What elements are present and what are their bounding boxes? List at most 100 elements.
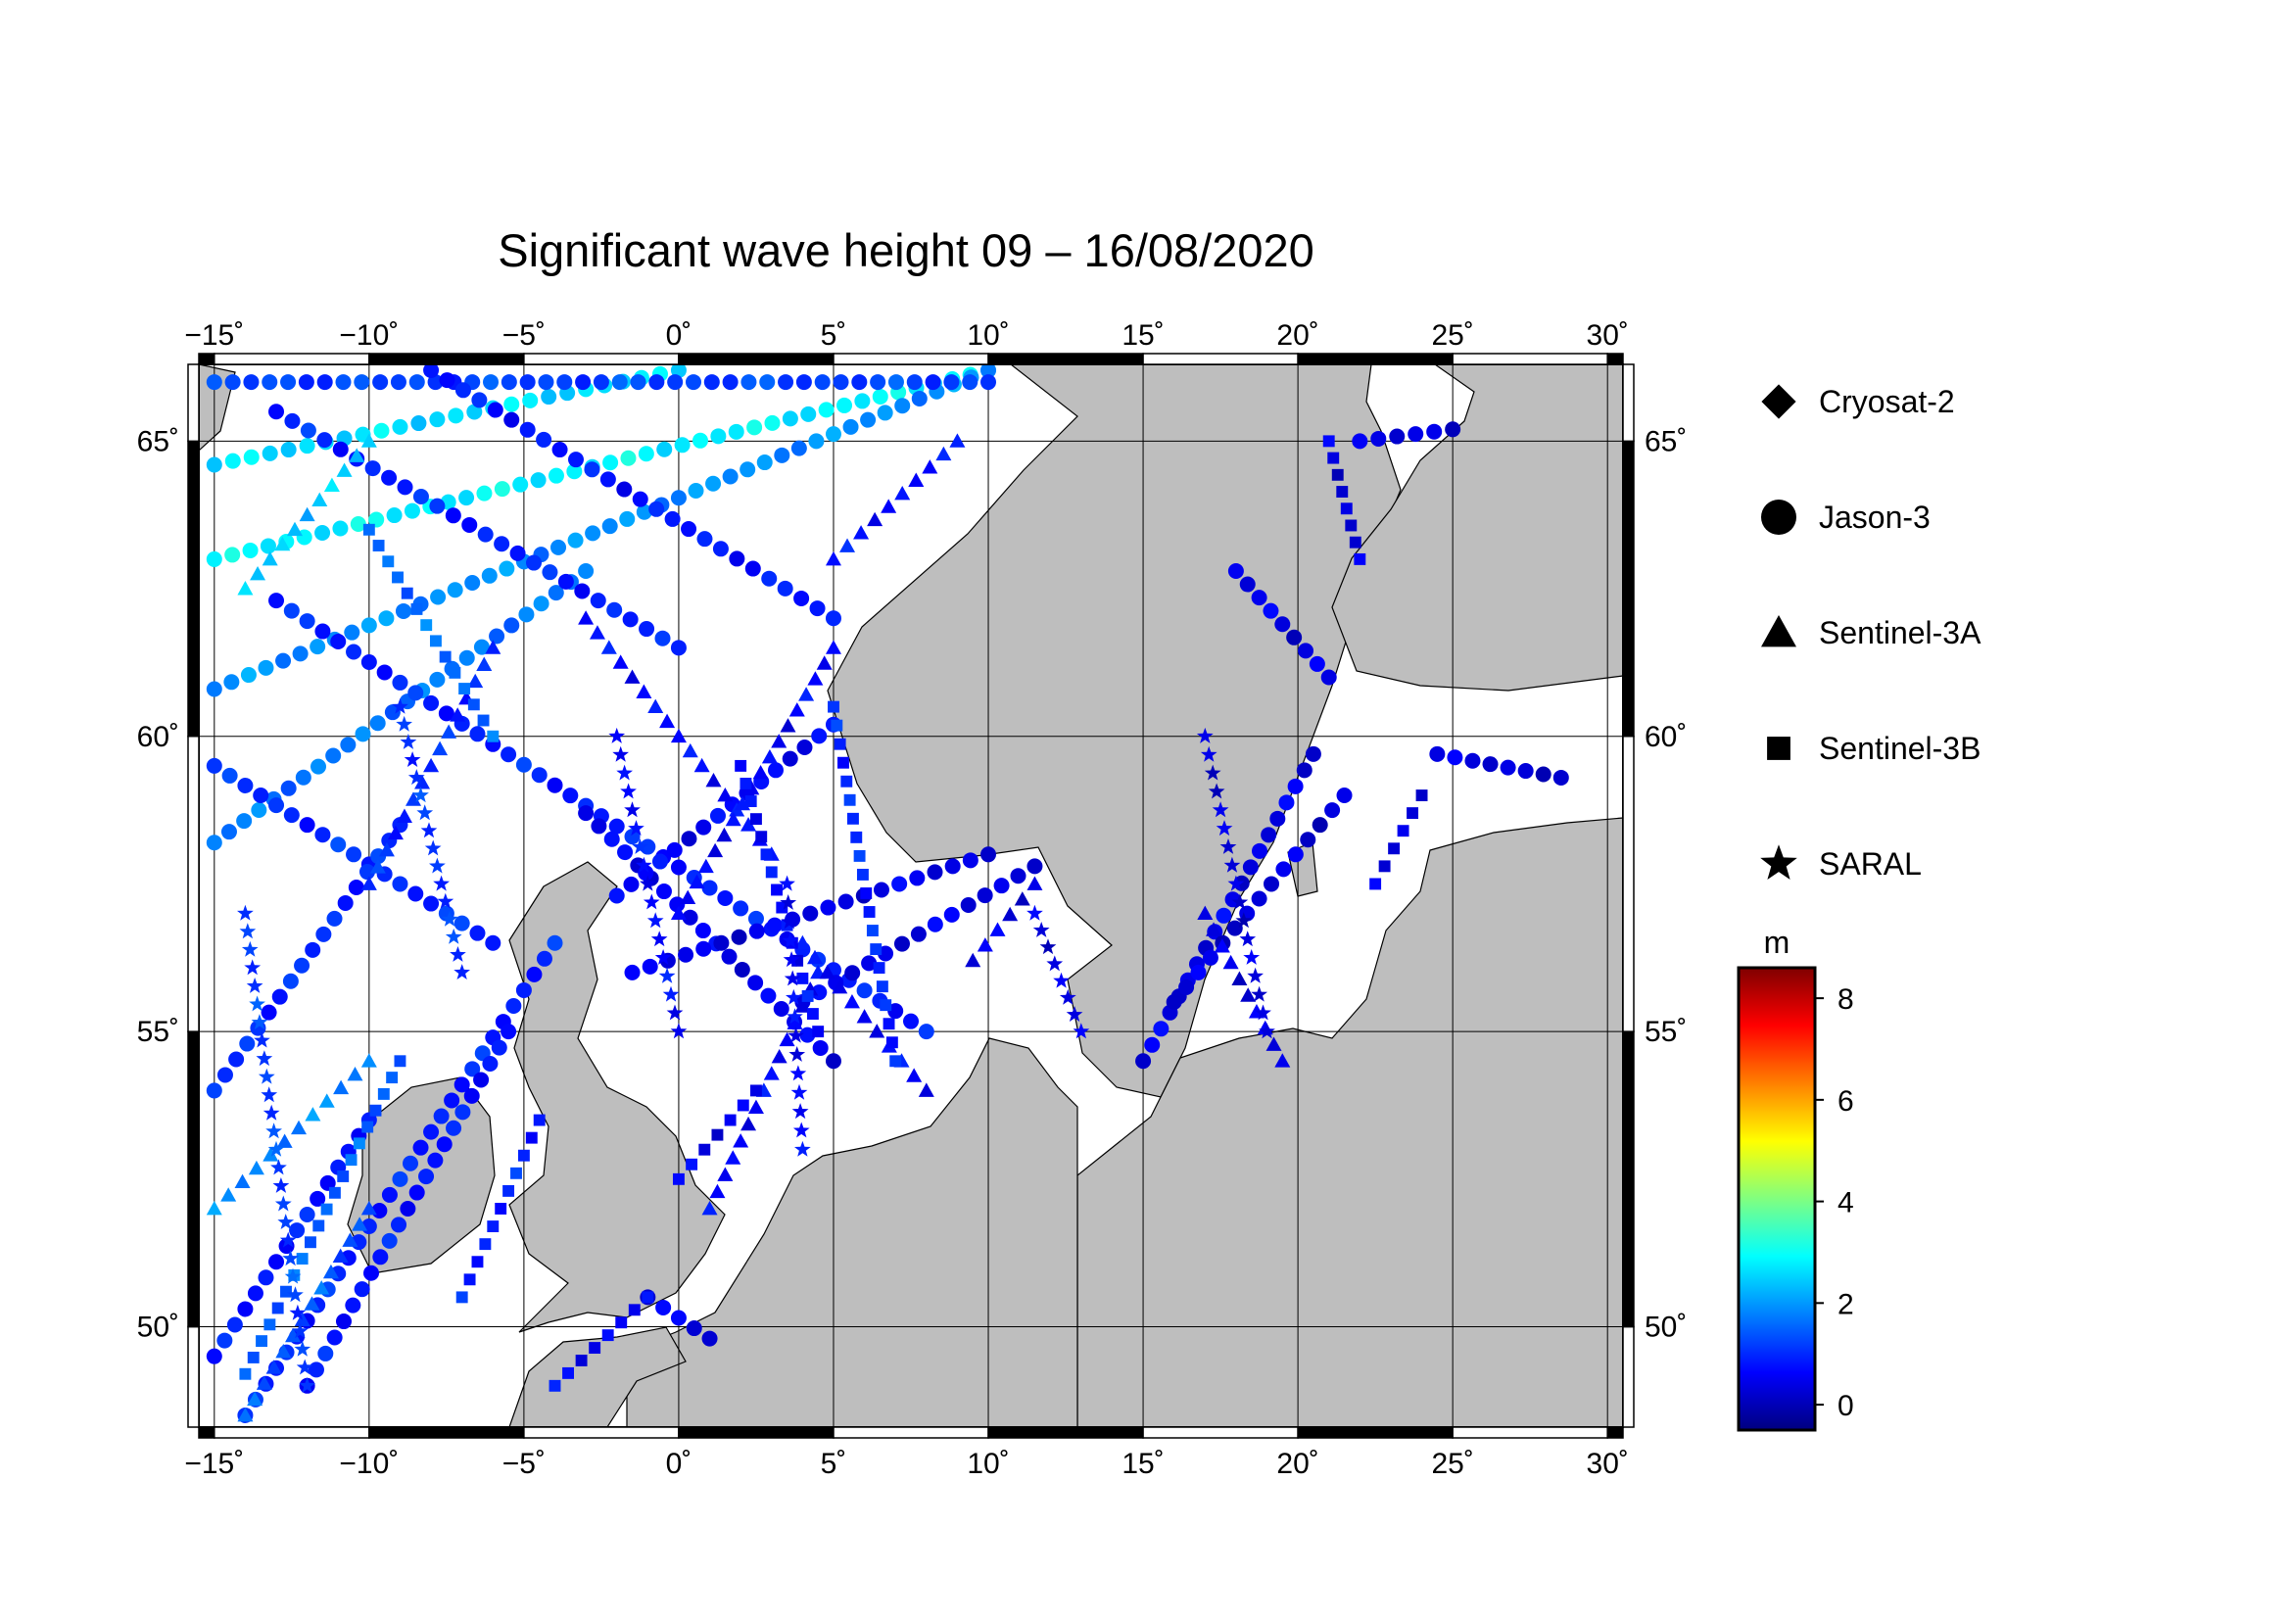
track-point <box>407 685 424 701</box>
track-point <box>662 985 680 1002</box>
track-point <box>891 876 908 892</box>
track-point <box>253 788 269 804</box>
track-point <box>1251 985 1267 1002</box>
track-point <box>360 1053 377 1068</box>
track-point <box>277 1214 295 1229</box>
track-point <box>280 780 297 796</box>
track-point <box>774 447 790 463</box>
track-point <box>628 1304 641 1316</box>
track-point <box>503 617 520 634</box>
track-point <box>1287 846 1304 863</box>
track-point <box>980 846 997 863</box>
track-point <box>1408 426 1424 443</box>
x-tick-label-bottom: 25˚ <box>1431 1448 1473 1480</box>
track-point <box>1298 643 1314 659</box>
track-point <box>682 742 698 758</box>
frame-bar-bottom <box>214 1426 370 1439</box>
track-point <box>502 1184 515 1197</box>
track-point <box>965 952 981 968</box>
track-point <box>943 906 960 923</box>
track-point <box>793 590 810 606</box>
track-point <box>851 374 868 391</box>
track-point <box>710 428 727 445</box>
track-point <box>756 454 773 471</box>
frame-bar-left <box>187 736 200 1032</box>
track-point <box>296 1253 309 1265</box>
track-point <box>722 468 739 485</box>
track-point <box>408 374 425 391</box>
track-point <box>262 550 278 566</box>
track-point <box>906 374 923 391</box>
track-point <box>725 811 741 827</box>
track-point <box>265 1360 282 1374</box>
track-point <box>271 988 288 1005</box>
track-point <box>1251 590 1267 606</box>
track-point <box>420 619 433 632</box>
track-point <box>381 1232 398 1249</box>
track-point <box>494 481 510 498</box>
track-point <box>620 450 637 466</box>
track-point <box>1552 769 1569 786</box>
track-point <box>448 407 464 424</box>
track-point <box>268 1254 285 1270</box>
track-point <box>1305 745 1321 762</box>
track-point <box>682 909 698 926</box>
track-point <box>406 791 422 806</box>
track-point <box>429 635 442 647</box>
track-point <box>856 1009 873 1024</box>
track-point <box>767 762 784 779</box>
track-point <box>680 889 696 905</box>
track-point <box>825 550 841 566</box>
track-point <box>485 640 501 654</box>
track-point <box>771 1048 788 1064</box>
track-point <box>612 745 629 762</box>
track-point <box>590 593 606 609</box>
track-point <box>429 857 446 874</box>
track-point <box>318 1093 335 1108</box>
track-point <box>825 640 841 654</box>
track-point <box>447 582 463 598</box>
track-point <box>1345 519 1358 532</box>
track-point <box>1204 764 1221 781</box>
track-point <box>360 617 377 634</box>
track-point <box>881 499 897 513</box>
colorbar-tick-label: 2 <box>1838 1288 1854 1320</box>
track-point <box>519 421 536 438</box>
track-point <box>384 704 401 721</box>
track-point <box>525 1131 538 1144</box>
track-point <box>450 707 466 722</box>
track-point <box>236 813 253 830</box>
track-point <box>499 560 515 577</box>
track-point <box>748 923 765 939</box>
track-point <box>289 1304 307 1320</box>
track-point <box>636 503 652 520</box>
track-point <box>787 1015 803 1029</box>
track-point <box>740 817 757 832</box>
frame-bar-right <box>1622 1325 1635 1428</box>
track-point <box>659 713 676 729</box>
track-point <box>412 1139 429 1156</box>
track-point <box>310 758 327 775</box>
track-point <box>779 1031 795 1047</box>
track-point <box>464 1061 481 1077</box>
track-point <box>790 1083 808 1100</box>
track-point <box>860 887 873 899</box>
track-point <box>378 842 395 857</box>
track-point <box>446 1120 462 1136</box>
track-point <box>1264 876 1280 892</box>
frame-bar-right <box>1622 1030 1635 1328</box>
y-tick-label-right: 65˚ <box>1645 425 1687 457</box>
track-point <box>837 893 854 910</box>
track-point <box>424 839 442 856</box>
track-point <box>725 1150 741 1165</box>
track-point <box>360 433 377 448</box>
track-point <box>876 980 888 993</box>
track-point <box>1300 832 1316 848</box>
x-tick-label-top: −10˚ <box>339 319 399 352</box>
track-point <box>666 1004 684 1021</box>
track-point <box>1287 778 1304 794</box>
frame-bar-bottom <box>1297 1426 1454 1439</box>
track-point <box>216 1332 233 1349</box>
track-point <box>780 894 797 910</box>
